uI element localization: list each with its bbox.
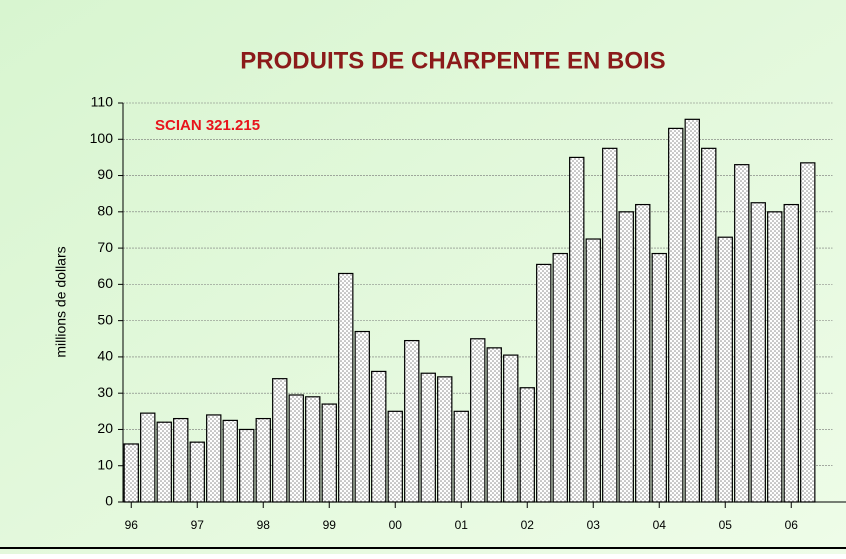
bar [321,403,337,503]
y-tick-label: 100 [90,130,114,146]
bar [602,147,618,503]
y-tick-label: 40 [97,348,113,364]
chart-title: PRODUITS DE CHARPENTE EN BOIS [240,47,665,74]
bar [618,211,634,503]
bar [552,252,568,503]
bar [437,376,453,503]
bar [255,417,271,503]
bar [651,252,667,503]
x-tick-label: 99 [323,518,337,532]
bar [222,419,238,503]
bar [701,147,717,503]
y-tick-label: 0 [105,493,113,509]
x-tick-label: 06 [785,518,799,532]
bar [734,164,750,503]
bar [123,443,139,503]
x-tick-label: 04 [653,518,667,532]
bar [684,118,700,503]
bar [338,272,354,503]
x-tick-label: 01 [455,518,469,532]
x-tick-label: 97 [191,518,205,532]
y-tick-label: 90 [97,166,113,182]
x-tick-label: 00 [389,518,403,532]
y-tick-label: 70 [97,239,113,255]
x-tick-label: 03 [587,518,601,532]
bar [717,236,733,503]
bar [206,414,222,503]
bar [354,330,370,503]
x-tick-label: 02 [521,518,535,532]
bar [486,347,502,503]
x-tick-label: 98 [257,518,271,532]
y-tick-label: 60 [97,275,113,291]
bar [800,162,816,503]
bar [569,156,585,503]
bar [156,421,172,503]
x-tick-label: 96 [125,518,139,532]
bar [783,203,799,503]
y-tick-label: 10 [97,456,113,472]
y-tick-label: 80 [97,203,113,219]
bar [189,441,205,503]
y-tick-label: 30 [97,384,113,400]
bar [635,203,651,503]
bar [420,372,436,503]
y-axis-label: millions de dollars [53,246,69,357]
bar [140,412,156,503]
y-tick-label: 20 [97,420,113,436]
annotation: SCIAN 321.215 [155,117,260,134]
x-tick-label: 05 [719,518,733,532]
bar [668,127,684,503]
bar [519,387,535,503]
bar [239,428,255,503]
y-tick-label: 50 [97,311,113,327]
bar [288,394,304,503]
y-tick-label: 110 [91,94,114,110]
bar [536,263,552,503]
bar [767,211,783,503]
bar [750,202,766,503]
bar [305,396,321,503]
bar [404,339,420,503]
bar [585,238,601,503]
bar [453,410,469,503]
bar [272,378,288,503]
bar [173,417,189,503]
bar [387,410,403,503]
bar [470,338,486,503]
bar [371,370,387,503]
bar [503,354,519,503]
